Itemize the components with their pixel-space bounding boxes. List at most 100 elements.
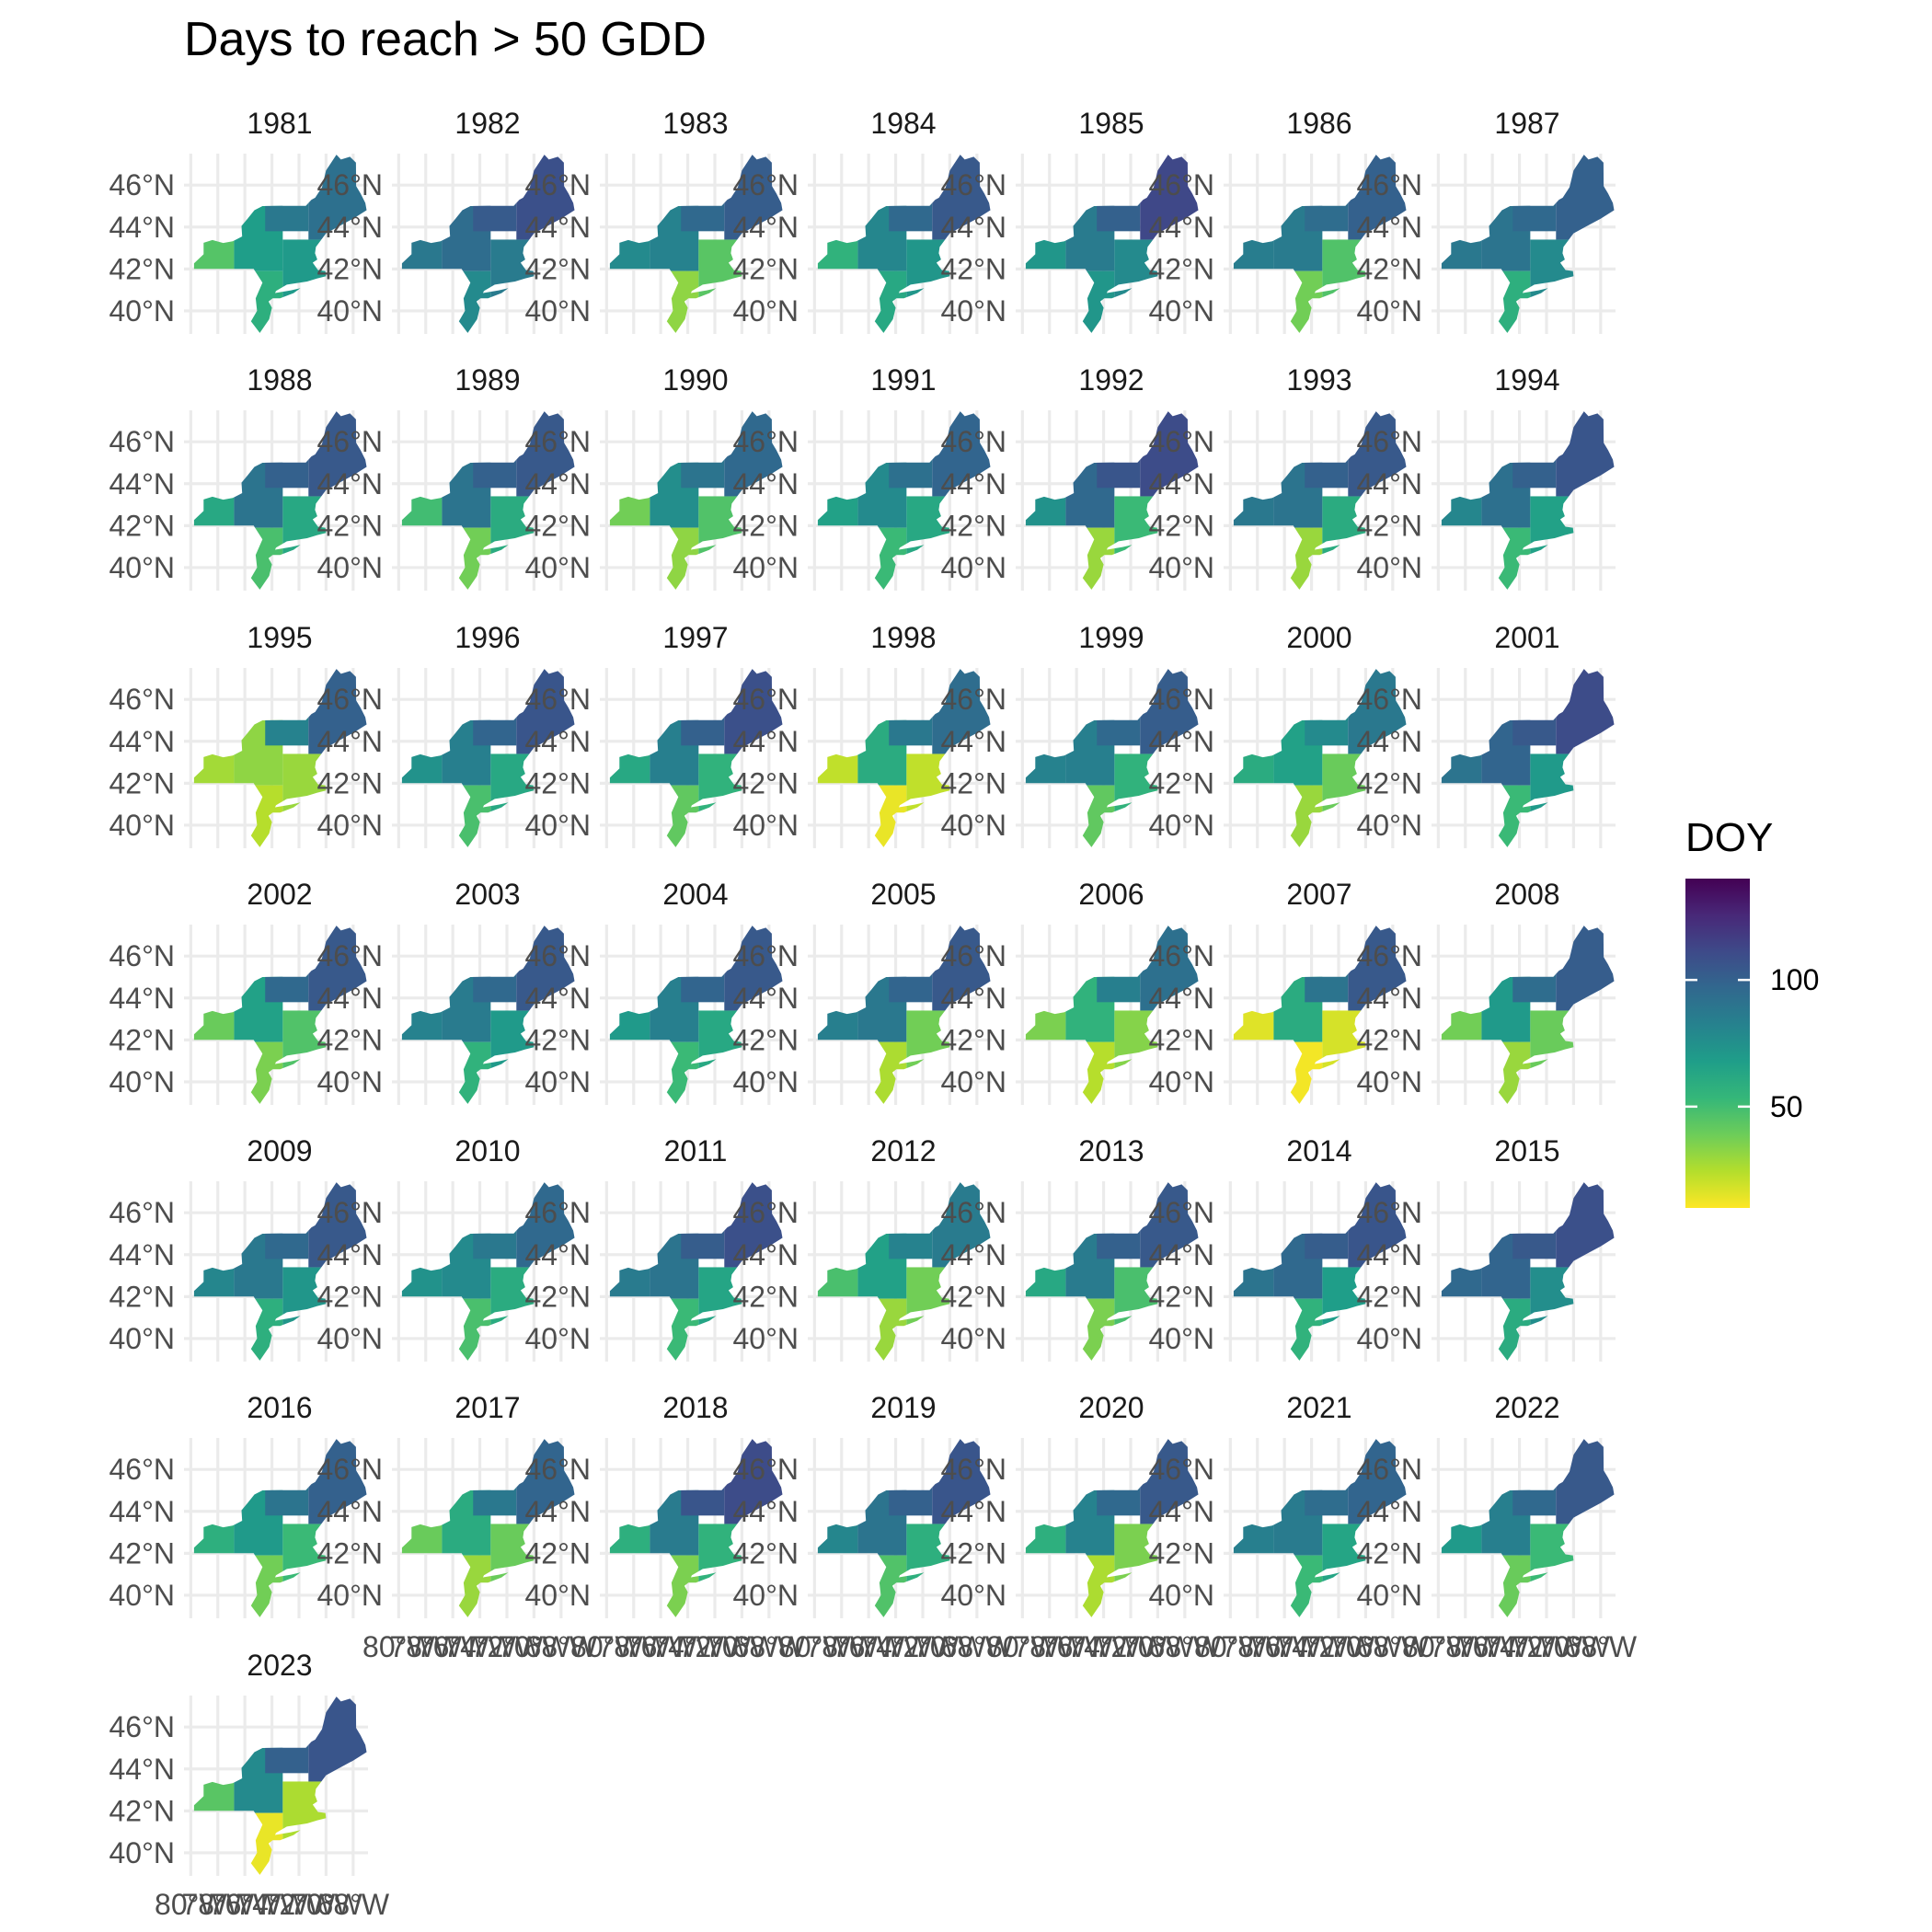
y-tick-label: 46°N bbox=[941, 939, 1007, 972]
y-tick-label: 46°N bbox=[1149, 1453, 1215, 1486]
y-tick-label: 44°N bbox=[525, 467, 592, 500]
doy-region-north bbox=[265, 1229, 309, 1259]
y-tick-label: 46°N bbox=[733, 939, 799, 972]
x-tick-label: 74°W bbox=[1067, 1630, 1140, 1663]
y-tick-label: 44°N bbox=[317, 467, 384, 500]
y-tick-label: 40°N bbox=[317, 551, 384, 584]
facet-label: 1995 bbox=[247, 621, 312, 654]
facet-label: 2006 bbox=[1078, 878, 1144, 911]
doy-region-north bbox=[1097, 972, 1141, 1003]
y-tick-label: 44°N bbox=[1357, 211, 1423, 244]
x-tick-label: 78°W bbox=[389, 1630, 462, 1663]
y-tick-label: 44°N bbox=[109, 1495, 176, 1528]
y-tick-label: 40°N bbox=[525, 551, 592, 584]
facet-panel: 2010 46°N 44°N 42°N 40°N bbox=[317, 1134, 576, 1362]
facet-label: 1983 bbox=[662, 107, 728, 140]
doy-region-north bbox=[1097, 1486, 1141, 1516]
doy-region-north bbox=[1305, 458, 1349, 489]
x-tick-label: 78°W bbox=[1221, 1630, 1294, 1663]
x-tick-label: 68°W bbox=[1149, 1630, 1222, 1663]
y-tick-label: 46°N bbox=[109, 1453, 176, 1486]
doy-region-south bbox=[1492, 785, 1531, 847]
y-tick-label: 46°N bbox=[317, 1453, 384, 1486]
facet-panel: 2022 46°N 44°N 42°N 40°N bbox=[1357, 1391, 1616, 1618]
facet-label: 1990 bbox=[662, 363, 728, 397]
y-tick-label: 42°N bbox=[525, 1280, 592, 1313]
x-tick-label: 78°W bbox=[805, 1630, 878, 1663]
doy-region-north bbox=[1097, 1229, 1141, 1259]
doy-region-north bbox=[681, 972, 725, 1003]
region-map bbox=[1441, 155, 1615, 333]
doy-region-south bbox=[1492, 1555, 1531, 1617]
y-tick-label: 40°N bbox=[525, 1065, 592, 1098]
chart-title: Days to reach > 50 GDD bbox=[184, 13, 707, 66]
x-tick-label: 68°W bbox=[733, 1630, 806, 1663]
y-tick-label: 44°N bbox=[941, 982, 1007, 1015]
y-tick-label: 46°N bbox=[317, 939, 384, 972]
y-tick-label: 42°N bbox=[317, 1536, 384, 1570]
doy-region-south bbox=[245, 1555, 283, 1617]
region-map bbox=[1441, 411, 1615, 590]
doy-region-north bbox=[473, 1229, 517, 1259]
facet-panel: 1987 46°N 44°N 42°N 40°N bbox=[1357, 107, 1616, 334]
doy-region-coast bbox=[282, 1781, 328, 1845]
y-tick-label: 42°N bbox=[941, 252, 1007, 285]
y-tick-label: 46°N bbox=[733, 168, 799, 201]
y-tick-label: 46°N bbox=[1357, 683, 1423, 716]
facet-label: 2022 bbox=[1494, 1391, 1559, 1424]
doy-region-south bbox=[868, 1298, 907, 1361]
y-tick-label: 44°N bbox=[317, 211, 384, 244]
y-tick-label: 40°N bbox=[109, 1322, 176, 1355]
y-tick-label: 44°N bbox=[109, 1238, 176, 1271]
x-tick-label: 70°W bbox=[914, 1630, 986, 1663]
y-tick-label: 40°N bbox=[1149, 551, 1215, 584]
facet-label: 1988 bbox=[247, 363, 312, 397]
facet-label: 1987 bbox=[1494, 107, 1559, 140]
y-tick-label: 46°N bbox=[525, 168, 592, 201]
doy-region-south bbox=[868, 527, 907, 590]
y-tick-label: 42°N bbox=[941, 1023, 1007, 1056]
doy-region-south bbox=[1284, 270, 1323, 333]
x-tick-label: 72°W bbox=[679, 1630, 752, 1663]
y-tick-label: 40°N bbox=[1149, 1065, 1215, 1098]
y-tick-label: 44°N bbox=[317, 1495, 384, 1528]
x-tick-label: 70°W bbox=[290, 1888, 362, 1921]
y-tick-label: 42°N bbox=[109, 766, 176, 799]
doy-region-south bbox=[661, 1298, 699, 1361]
y-tick-label: 44°N bbox=[733, 982, 799, 1015]
y-tick-label: 40°N bbox=[317, 1322, 384, 1355]
y-tick-label: 44°N bbox=[1149, 1495, 1215, 1528]
x-tick-label: 74°W bbox=[859, 1630, 932, 1663]
facet-label: 1981 bbox=[247, 107, 312, 140]
doy-region-south bbox=[453, 527, 491, 590]
x-tick-label: 76°W bbox=[1456, 1630, 1529, 1663]
y-tick-label: 40°N bbox=[109, 1065, 176, 1098]
y-tick-label: 42°N bbox=[1149, 1280, 1215, 1313]
x-tick-label: 68°W bbox=[1357, 1630, 1430, 1663]
doy-region-south bbox=[245, 527, 283, 590]
y-tick-label: 40°N bbox=[317, 294, 384, 328]
facet-label: 2005 bbox=[870, 878, 936, 911]
x-tick-label: 76°W bbox=[209, 1888, 282, 1921]
facet-label: 2021 bbox=[1286, 1391, 1351, 1424]
y-tick-label: 40°N bbox=[525, 294, 592, 328]
y-tick-label: 44°N bbox=[109, 982, 176, 1015]
x-tick-label: 78°W bbox=[597, 1630, 670, 1663]
y-tick-label: 40°N bbox=[1149, 809, 1215, 842]
x-tick-label: 70°W bbox=[1537, 1630, 1610, 1663]
facet-label: 1985 bbox=[1078, 107, 1144, 140]
doy-region-north bbox=[681, 458, 725, 489]
doy-region-south bbox=[245, 1041, 283, 1104]
legend-tick-label: 50 bbox=[1770, 1090, 1803, 1123]
y-tick-label: 40°N bbox=[525, 1322, 592, 1355]
y-tick-label: 46°N bbox=[525, 683, 592, 716]
doy-region-north bbox=[265, 1743, 309, 1774]
y-tick-label: 44°N bbox=[1149, 211, 1215, 244]
y-tick-label: 42°N bbox=[525, 252, 592, 285]
y-tick-label: 46°N bbox=[109, 1710, 176, 1743]
region-map bbox=[1441, 1182, 1615, 1361]
y-tick-label: 46°N bbox=[109, 168, 176, 201]
doy-region-coast bbox=[1530, 1010, 1575, 1074]
x-tick-label: 78°W bbox=[1429, 1630, 1501, 1663]
x-axis-labels: 80°W78°W76°W74°W72°W70°W68°W80°W78°W76°W… bbox=[155, 1630, 1638, 1921]
